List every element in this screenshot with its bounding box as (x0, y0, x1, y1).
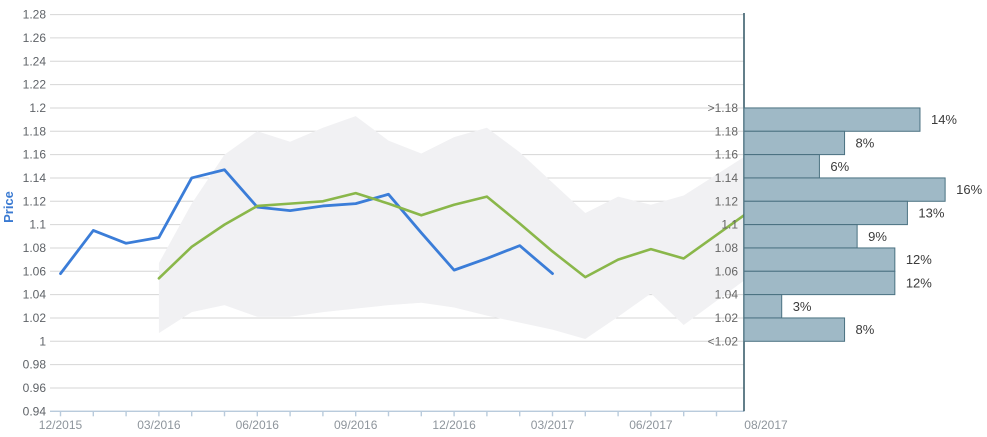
x-axis-tick-label: 09/2016 (334, 418, 378, 432)
bin-boundary-label: >1.18 (708, 101, 739, 115)
x-axis-tick-label: 12/2015 (39, 418, 83, 432)
y-axis-tick-label: 1.04 (23, 288, 47, 302)
x-axis-tick-label: 12/2016 (432, 418, 476, 432)
histogram-bar[interactable] (743, 130, 846, 156)
confidence-band (158, 116, 744, 339)
bin-boundary-label: 1.02 (715, 311, 739, 325)
y-axis-tick-label: 1.06 (23, 264, 47, 278)
y-axis-tick-label: 1.16 (23, 148, 47, 162)
forecast-line[interactable] (157, 191, 746, 280)
histogram-bar[interactable] (743, 177, 946, 202)
histogram-bar[interactable] (743, 270, 896, 296)
price-history-line[interactable] (59, 168, 554, 276)
histogram-bar[interactable] (743, 200, 908, 226)
y-axis-tick-label: 1.28 (23, 8, 47, 22)
x-axis-tick-label: 03/2017 (531, 418, 575, 432)
histogram-bar-label: 8% (856, 322, 875, 337)
y-axis-tick-label: 1.24 (23, 54, 47, 68)
histogram-bar-label: 9% (868, 229, 887, 244)
y-axis-tick-label: 1.26 (23, 31, 47, 45)
y-axis-tick-label: 0.98 (23, 358, 47, 372)
histogram-bar[interactable] (743, 294, 783, 319)
histogram-bar-label: 16% (956, 182, 982, 197)
y-axis-tick-label: 1.1 (29, 218, 46, 232)
histogram-bar-label: 13% (918, 205, 944, 220)
histogram-bar-label: 6% (830, 159, 849, 174)
bin-boundary-label: 1.16 (715, 148, 739, 162)
bin-boundary-label: 1.1 (721, 218, 738, 232)
bin-boundary-label: 1.04 (715, 288, 739, 302)
x-axis-tick-label: 03/2016 (137, 418, 181, 432)
y-axis-tick-label: 1.02 (23, 311, 47, 325)
y-axis-tick-label: 0.96 (23, 381, 47, 395)
histogram-bar-label: 14% (931, 112, 957, 127)
y-axis-tick-label: 1 (39, 334, 46, 348)
y-axis-tick-label: 0.94 (23, 404, 47, 418)
histogram-bar[interactable] (743, 107, 921, 132)
bin-boundary-label: 1.12 (715, 194, 739, 208)
x-axis-tick-label: 06/2016 (236, 418, 280, 432)
histogram-bar-label: 12% (906, 252, 932, 267)
y-axis-tick-label: 1.22 (23, 78, 47, 92)
y-axis-tick-label: 1.08 (23, 241, 47, 255)
x-axis-tick-label: 06/2017 (629, 418, 673, 432)
y-axis-tick-label: 1.2 (29, 101, 46, 115)
bin-boundary-label: 1.08 (715, 241, 739, 255)
bin-boundary-label: 1.06 (715, 264, 739, 278)
histogram-bar-label: 8% (856, 135, 875, 150)
bin-boundary-label: 1.14 (715, 171, 739, 185)
histogram-bar[interactable] (743, 247, 896, 272)
histogram-bar[interactable] (743, 224, 858, 249)
y-axis-title: Price (1, 191, 16, 223)
y-axis-tick-label: 1.18 (23, 124, 47, 138)
x-axis-end-label: 08/2017 (744, 418, 788, 432)
bin-boundary-label: <1.02 (708, 334, 739, 348)
histogram-bar[interactable] (743, 317, 846, 342)
histogram-bar[interactable] (743, 154, 820, 179)
histogram-bar-label: 3% (793, 299, 812, 314)
bin-boundary-label: 1.18 (715, 124, 739, 138)
histogram-bar-label: 12% (906, 275, 932, 290)
y-axis-tick-label: 1.14 (23, 171, 47, 185)
y-axis-tick-label: 1.12 (23, 194, 47, 208)
